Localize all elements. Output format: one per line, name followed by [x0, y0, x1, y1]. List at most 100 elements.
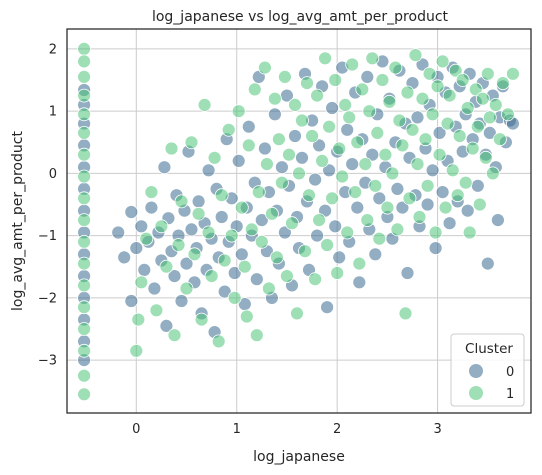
x-tick-label: 2 — [333, 422, 341, 437]
point-cluster-1 — [440, 116, 455, 131]
point-cluster-1 — [174, 194, 189, 209]
point-cluster-0 — [201, 163, 216, 178]
point-cluster-1 — [330, 266, 345, 280]
point-cluster-1 — [445, 163, 460, 178]
point-cluster-0 — [332, 250, 347, 265]
point-cluster-0 — [310, 228, 325, 243]
point-cluster-1 — [342, 110, 357, 125]
point-cluster-0 — [415, 57, 430, 72]
point-cluster-1 — [164, 141, 179, 156]
point-cluster-0 — [254, 213, 269, 228]
point-cluster-1 — [360, 213, 375, 228]
point-cluster-0 — [442, 216, 457, 231]
point-cluster-1 — [432, 147, 447, 162]
legend-box — [450, 333, 525, 407]
point-cluster-1 — [355, 82, 370, 97]
x-tick-label: 3 — [433, 422, 441, 437]
point-cluster-1 — [300, 76, 314, 90]
point-cluster-0 — [217, 284, 232, 299]
point-cluster-1 — [480, 66, 495, 81]
point-cluster-1 — [129, 343, 144, 358]
point-cluster-1 — [318, 51, 333, 66]
point-cluster-1 — [325, 191, 340, 206]
point-cluster-0 — [179, 256, 194, 271]
point-cluster-0 — [395, 200, 410, 215]
point-cluster-1 — [77, 125, 91, 140]
point-cluster-1 — [249, 328, 264, 343]
y-axis-label: log_avg_amt_per_product — [10, 131, 26, 311]
point-cluster-1 — [410, 157, 425, 172]
point-cluster-0 — [117, 250, 132, 265]
point-cluster-0 — [340, 122, 355, 137]
point-cluster-1 — [179, 281, 194, 296]
point-cluster-1 — [237, 259, 252, 274]
point-cluster-0 — [147, 281, 162, 296]
point-cluster-0 — [322, 163, 337, 178]
point-cluster-1 — [315, 153, 330, 168]
legend: Cluster 0 1 — [450, 333, 525, 407]
point-cluster-1 — [191, 206, 206, 221]
point-cluster-1 — [405, 122, 420, 137]
point-cluster-1 — [485, 166, 500, 181]
point-cluster-1 — [442, 88, 457, 103]
point-cluster-1 — [171, 238, 186, 252]
point-cluster-0 — [372, 191, 387, 206]
point-cluster-0 — [234, 247, 249, 262]
point-cluster-1 — [472, 197, 487, 212]
point-cluster-1 — [312, 213, 327, 228]
point-cluster-1 — [271, 132, 286, 147]
point-cluster-0 — [184, 222, 199, 237]
point-cluster-1 — [139, 231, 154, 246]
point-cluster-1 — [224, 228, 239, 243]
point-cluster-1 — [239, 309, 254, 324]
point-cluster-1 — [257, 60, 272, 75]
point-cluster-0 — [124, 294, 139, 308]
x-axis-label: log_japanese — [253, 449, 345, 465]
point-cluster-1 — [77, 322, 91, 336]
point-cluster-1 — [197, 98, 212, 112]
point-cluster-1 — [279, 269, 294, 284]
point-cluster-0 — [174, 294, 189, 308]
point-cluster-0 — [191, 194, 206, 209]
point-cluster-1 — [259, 157, 274, 172]
point-cluster-1 — [77, 147, 91, 162]
point-cluster-0 — [134, 219, 149, 234]
point-cluster-1 — [470, 119, 485, 134]
point-cluster-1 — [244, 222, 259, 237]
point-cluster-0 — [227, 266, 242, 280]
point-cluster-0 — [157, 160, 172, 175]
point-cluster-1 — [392, 113, 407, 128]
point-cluster-0 — [420, 197, 435, 212]
point-cluster-1 — [154, 219, 169, 234]
point-cluster-1 — [345, 57, 360, 72]
point-cluster-1 — [348, 185, 363, 200]
point-cluster-1 — [460, 101, 475, 115]
point-cluster-0 — [428, 241, 443, 256]
point-cluster-0 — [480, 256, 495, 271]
point-cluster-0 — [249, 272, 264, 287]
point-cluster-1 — [77, 54, 91, 69]
legend-title: Cluster — [465, 341, 513, 357]
point-cluster-0 — [167, 269, 182, 284]
y-ticks: −3 −2 −1 0 1 2 — [38, 42, 57, 368]
point-cluster-1 — [408, 48, 423, 62]
plot-frame — [66, 28, 532, 414]
point-cluster-0 — [129, 241, 144, 256]
point-cluster-1 — [211, 334, 226, 349]
point-cluster-0 — [144, 200, 159, 215]
point-cluster-1 — [144, 185, 159, 200]
point-cluster-1 — [302, 188, 316, 203]
point-cluster-1 — [418, 132, 433, 147]
point-cluster-1 — [475, 91, 490, 106]
point-cluster-1 — [380, 200, 395, 215]
legend-marker-cluster-1 — [469, 386, 483, 400]
point-cluster-0 — [390, 181, 405, 196]
point-cluster-1 — [368, 178, 383, 193]
point-cluster-0 — [274, 160, 289, 175]
point-cluster-1 — [77, 213, 91, 228]
point-cluster-1 — [241, 138, 256, 153]
point-cluster-1 — [131, 312, 146, 327]
point-cluster-1 — [290, 306, 304, 321]
point-cluster-1 — [375, 73, 390, 87]
point-cluster-0 — [410, 110, 425, 125]
